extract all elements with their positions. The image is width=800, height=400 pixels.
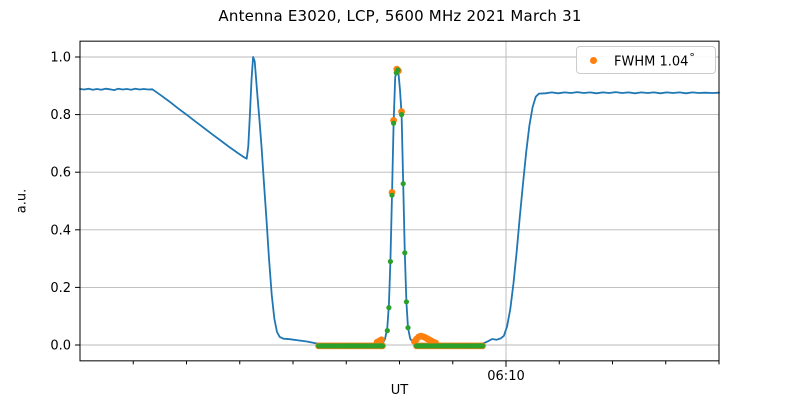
gaussian fit-point bbox=[480, 343, 486, 349]
gaussian fit-point bbox=[403, 299, 409, 305]
chart-title: Antenna E3020, LCP, 5600 MHz 2021 March … bbox=[218, 7, 582, 25]
legend-degree-symbol: ° bbox=[689, 51, 695, 65]
gaussian fit-point bbox=[391, 120, 397, 126]
gaussian fit-point bbox=[387, 258, 393, 265]
gaussian fit-point bbox=[386, 305, 392, 311]
gaussian fit-point bbox=[389, 192, 395, 198]
x-tick-label: 06:10 bbox=[487, 369, 524, 384]
axis-ticks bbox=[75, 56, 720, 367]
legend-marker-dot bbox=[590, 56, 597, 64]
y-tick-label: 0.8 bbox=[50, 108, 71, 123]
legend-label-text: FWHM 1.04 bbox=[614, 54, 689, 70]
y-tick-label: 0.6 bbox=[50, 166, 71, 181]
measured (FWHM 1.04°)-point bbox=[378, 336, 385, 344]
gaussian fit-point bbox=[395, 67, 401, 73]
gaussian fit-point bbox=[405, 325, 411, 331]
y-axis-label: a.u. bbox=[14, 188, 30, 214]
gaussian fit-point bbox=[379, 343, 386, 349]
gaussian fit-point bbox=[384, 328, 390, 334]
signal-line bbox=[79, 56, 720, 346]
y-tick-label: 0.4 bbox=[50, 223, 71, 238]
gaussian fit-points bbox=[316, 67, 486, 349]
gaussian fit-point bbox=[402, 250, 408, 256]
y-tick-label: 0.2 bbox=[50, 281, 71, 296]
y-tick-label: 0.0 bbox=[50, 339, 71, 354]
y-tick-label: 1.0 bbox=[50, 51, 71, 66]
legend: FWHM 1.04° bbox=[576, 46, 716, 74]
tick-labels: 0.0 0.2 0.4 0.6 0.8 1.0 06:10 bbox=[50, 51, 524, 384]
gaussian fit-point bbox=[400, 181, 406, 187]
x-axis-label: UT bbox=[390, 383, 409, 398]
legend-label: FWHM 1.04° bbox=[614, 50, 695, 69]
gaussian fit-point bbox=[399, 112, 405, 118]
